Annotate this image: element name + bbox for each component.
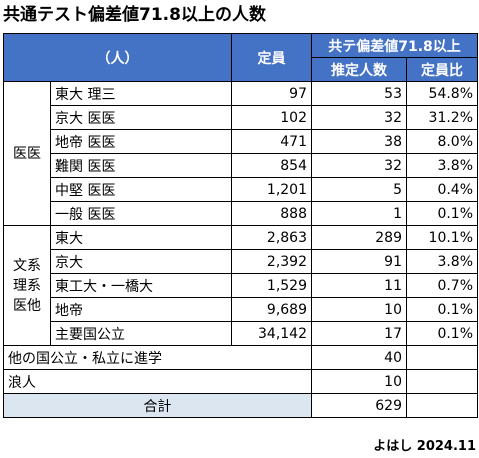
row-ratio: 8.0% <box>405 129 479 154</box>
table-row: 地帝 医医 471 38 8.0% <box>4 129 479 154</box>
row-estimated: 289 <box>311 225 407 250</box>
row-capacity: 2,863 <box>231 225 312 250</box>
capacity-header: 定員 <box>231 33 312 82</box>
row-ratio: 0.1% <box>405 201 479 226</box>
footer-signature: よはし 2024.11 <box>373 439 476 454</box>
row-name: 地帝 医医 <box>50 129 232 154</box>
total-estimated: 629 <box>311 393 407 418</box>
row-capacity: 1,529 <box>231 273 312 298</box>
row-ratio: 0.4% <box>405 177 479 202</box>
table-row: 中堅 医医 1,201 5 0.4% <box>4 177 479 202</box>
table-row: 浪人 10 <box>3 369 479 394</box>
other-estimated: 40 <box>311 345 407 370</box>
row-ratio: 0.1% <box>405 297 479 322</box>
row-capacity: 34,142 <box>231 321 312 346</box>
row-estimated: 32 <box>311 105 407 130</box>
total-row: 合計 629 <box>3 393 479 418</box>
row-estimated: 17 <box>311 321 407 346</box>
total-label: 合計 <box>3 393 312 418</box>
row-name: 地帝 <box>50 297 232 322</box>
row-estimated: 91 <box>311 249 407 274</box>
group-label: 医医 <box>3 81 51 226</box>
row-name: 中堅 医医 <box>50 177 232 202</box>
row-ratio: 0.7% <box>405 273 479 298</box>
row-name: 東大 <box>50 225 232 250</box>
other-label: 他の国公立・私立に進学 <box>3 345 312 370</box>
table-row: 医医 東大 理三 97 53 54.8% <box>3 81 479 226</box>
row-name: 京大 <box>50 249 232 274</box>
row-capacity: 2,392 <box>231 249 312 274</box>
other-label: 浪人 <box>3 369 312 394</box>
empty-cell <box>405 369 479 394</box>
table-row: 主要国公立 34,142 17 0.1% <box>4 321 479 346</box>
row-estimated: 32 <box>311 153 407 178</box>
row-capacity: 102 <box>231 105 312 130</box>
stats-table: （人） 定員 共テ偏差値71.8以上 推定人数 定員比 医医 東大 理三 97 53 5… <box>3 33 479 418</box>
row-name: 主要国公立 <box>50 321 232 346</box>
row-capacity: 471 <box>231 129 312 154</box>
table-row: 東工大・一橋大 1,529 11 0.7% <box>4 273 479 298</box>
row-capacity: 97 <box>231 81 312 106</box>
row-ratio: 31.2% <box>405 105 479 130</box>
row-ratio: 54.8% <box>405 81 479 106</box>
table-row: 京大 医医 102 32 31.2% <box>4 105 479 130</box>
estimated-header: 推定人数 <box>311 57 407 82</box>
row-estimated: 38 <box>311 129 407 154</box>
table-row: 文系 理系 医他 東大 2,863 289 10.1% <box>3 225 479 346</box>
ratio-header: 定員比 <box>405 57 479 82</box>
header-row-2: 推定人数 定員比 <box>4 57 479 82</box>
table-row: 京大 2,392 91 3.8% <box>4 249 479 274</box>
row-capacity: 1,201 <box>231 177 312 202</box>
row-estimated: 53 <box>311 81 407 106</box>
row-estimated: 1 <box>311 201 407 226</box>
row-capacity: 888 <box>231 201 312 226</box>
other-estimated: 10 <box>311 369 407 394</box>
row-ratio: 3.8% <box>405 153 479 178</box>
row-capacity: 854 <box>231 153 312 178</box>
exam-group-header: 共テ偏差値71.8以上 <box>310 33 479 58</box>
group-label: 文系 理系 医他 <box>3 225 51 346</box>
row-ratio: 0.1% <box>405 321 479 346</box>
table-row: 地帝 9,689 10 0.1% <box>4 297 479 322</box>
row-ratio: 10.1% <box>405 225 479 250</box>
page-title: 共通テスト偏差値71.8以上の人数 <box>3 5 266 25</box>
row-name: 東大 理三 <box>50 81 232 106</box>
row-name: 難関 医医 <box>50 153 232 178</box>
header-row-1: （人） 定員 共テ偏差値71.8以上 <box>3 33 479 82</box>
empty-cell <box>405 393 479 418</box>
empty-cell <box>405 345 479 370</box>
table-row: 他の国公立・私立に進学 40 <box>3 345 479 370</box>
row-ratio: 3.8% <box>405 249 479 274</box>
row-name: 京大 医医 <box>50 105 232 130</box>
row-estimated: 11 <box>311 273 407 298</box>
table-row: 難関 医医 854 32 3.8% <box>4 153 479 178</box>
row-estimated: 5 <box>311 177 407 202</box>
row-name: 東工大・一橋大 <box>50 273 232 298</box>
row-name: 一般 医医 <box>50 201 232 226</box>
row-estimated: 10 <box>311 297 407 322</box>
row-capacity: 9,689 <box>231 297 312 322</box>
person-header: （人） <box>3 33 232 82</box>
table-row: 一般 医医 888 1 0.1% <box>4 201 479 226</box>
